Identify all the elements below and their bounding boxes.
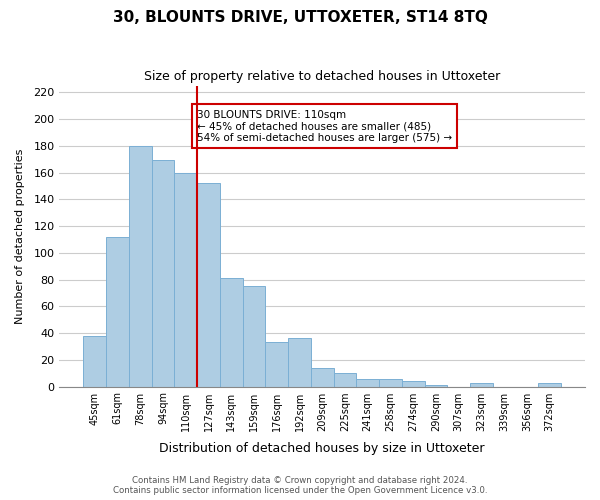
Bar (334, 373, 356, 386)
Bar (311, 368, 334, 386)
Text: 30, BLOUNTS DRIVE, UTTOXETER, ST14 8TQ: 30, BLOUNTS DRIVE, UTTOXETER, ST14 8TQ (113, 10, 487, 25)
Bar (242, 286, 265, 386)
Bar (129, 146, 152, 386)
Bar (152, 160, 175, 386)
Title: Size of property relative to detached houses in Uttoxeter: Size of property relative to detached ho… (144, 70, 500, 83)
Bar (220, 278, 242, 386)
Bar (175, 172, 197, 386)
Bar (83, 336, 106, 386)
Text: 30 BLOUNTS DRIVE: 110sqm
← 45% of detached houses are smaller (485)
54% of semi-: 30 BLOUNTS DRIVE: 110sqm ← 45% of detach… (197, 110, 452, 143)
Bar (197, 183, 220, 386)
Bar (106, 236, 129, 386)
Bar (538, 382, 561, 386)
Y-axis label: Number of detached properties: Number of detached properties (15, 148, 25, 324)
Text: Contains HM Land Registry data © Crown copyright and database right 2024.
Contai: Contains HM Land Registry data © Crown c… (113, 476, 487, 495)
X-axis label: Distribution of detached houses by size in Uttoxeter: Distribution of detached houses by size … (160, 442, 485, 455)
Bar (265, 342, 288, 386)
Bar (402, 381, 425, 386)
Bar (425, 385, 448, 386)
Bar (356, 378, 379, 386)
Bar (379, 378, 402, 386)
Bar (470, 382, 493, 386)
Bar (288, 338, 311, 386)
